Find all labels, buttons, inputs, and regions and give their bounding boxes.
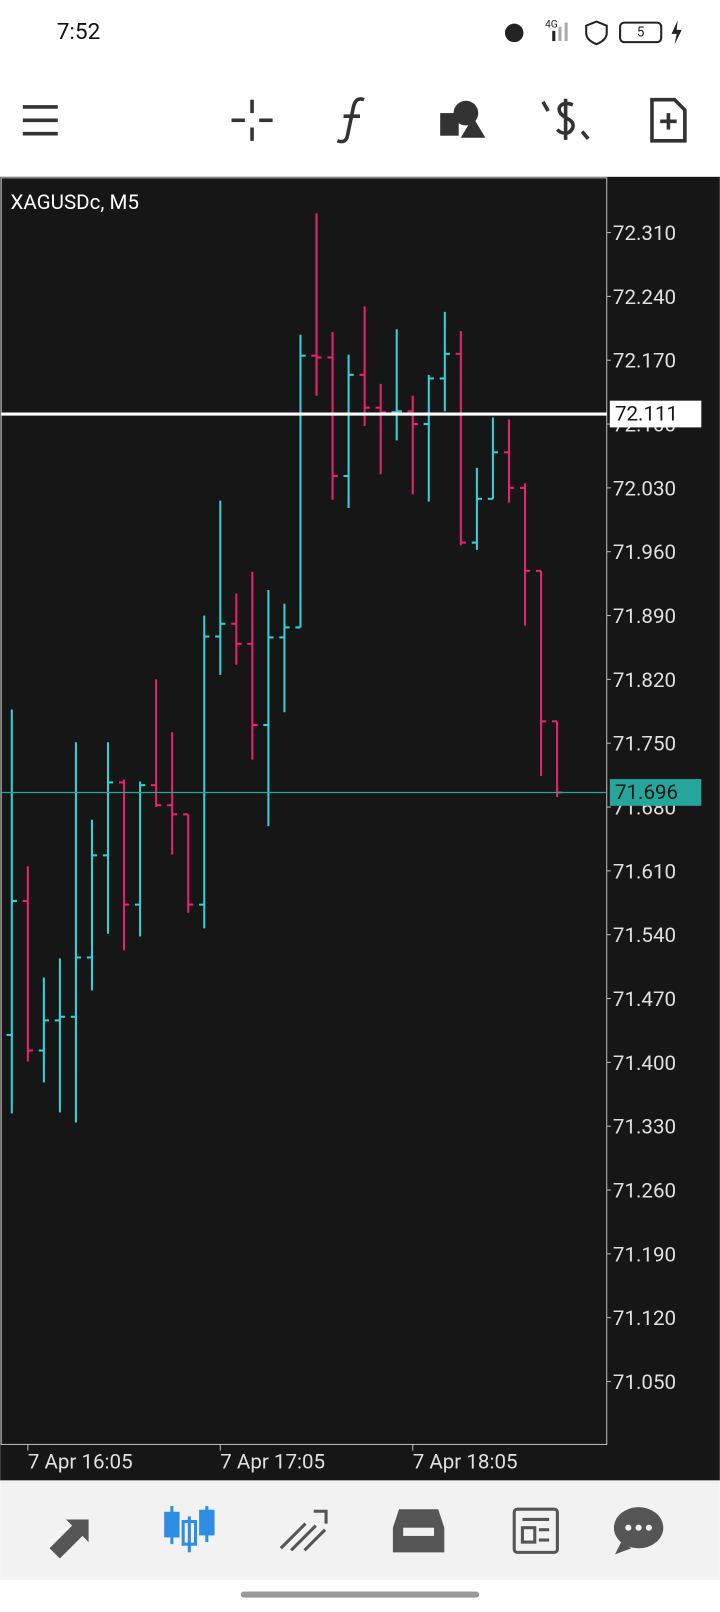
x-tick-label: 7 Apr 17:05 xyxy=(220,1450,325,1474)
chat-tab[interactable] xyxy=(613,1507,664,1555)
signal-bar xyxy=(552,30,556,42)
bottom-nav-icons xyxy=(49,1506,664,1559)
y-tick-label: 71.540 xyxy=(613,924,676,948)
crosshair-button[interactable] xyxy=(231,99,273,141)
news-tab[interactable] xyxy=(512,1507,559,1554)
battery-level: 5 xyxy=(637,25,645,40)
signal-bar xyxy=(564,22,568,42)
security-icon xyxy=(585,20,608,46)
indicators-button[interactable] xyxy=(336,97,365,144)
bottom-nav xyxy=(0,1480,720,1581)
y-tick-label: 72.030 xyxy=(613,477,676,501)
objects-button[interactable] xyxy=(440,100,486,138)
y-tick-label: 72.240 xyxy=(613,286,676,310)
x-tick-label: 7 Apr 16:05 xyxy=(28,1450,133,1474)
history-tab[interactable] xyxy=(392,1509,445,1553)
new-order-button[interactable] xyxy=(650,97,687,143)
y-tick-label: 71.470 xyxy=(613,988,676,1012)
chart-background xyxy=(0,176,720,1481)
y-tick-label: 71.890 xyxy=(613,605,676,629)
y-tick-label: 72.310 xyxy=(613,222,676,246)
charging-icon xyxy=(671,20,682,45)
alarm-icon xyxy=(504,23,524,43)
y-tick-label: 71.960 xyxy=(613,541,676,565)
x-tick-label: 7 Apr 18:05 xyxy=(413,1450,518,1474)
trade-tab[interactable] xyxy=(279,1509,328,1552)
y-tick-label: 71.260 xyxy=(613,1180,676,1204)
home-indicator xyxy=(240,1591,480,1598)
price-label: 72.111 xyxy=(615,402,678,426)
plot-frame xyxy=(0,177,608,1445)
price-label: 71.696 xyxy=(615,781,678,805)
status-time: 7:52 xyxy=(57,18,101,45)
y-tick-label: 71.750 xyxy=(613,733,676,757)
chart-tab[interactable] xyxy=(164,1506,215,1553)
y-tick-label: 71.610 xyxy=(613,860,676,884)
price-label-box xyxy=(609,779,702,806)
y-tick-label: 71.330 xyxy=(613,1116,676,1140)
battery-icon xyxy=(619,21,663,44)
menu-button[interactable] xyxy=(22,105,58,136)
chart-title: XAGUSDc, M5 xyxy=(10,191,139,215)
toolbar xyxy=(22,97,687,144)
y-tick-label: 71.400 xyxy=(613,1052,676,1076)
y-tick-label: 72.170 xyxy=(613,350,676,374)
y-tick-label: 71.050 xyxy=(613,1371,676,1395)
price-label-box xyxy=(609,400,702,428)
y-tick-label: 71.120 xyxy=(613,1307,676,1331)
signal-bar xyxy=(558,26,562,42)
y-tick-label: 71.190 xyxy=(613,1243,676,1267)
y-tick-label: 71.820 xyxy=(613,669,676,693)
status-icons: 4G 5 xyxy=(504,17,682,46)
quotes-tab[interactable] xyxy=(49,1519,89,1559)
trade-button[interactable] xyxy=(541,98,590,140)
network-label: 4G xyxy=(545,17,558,30)
